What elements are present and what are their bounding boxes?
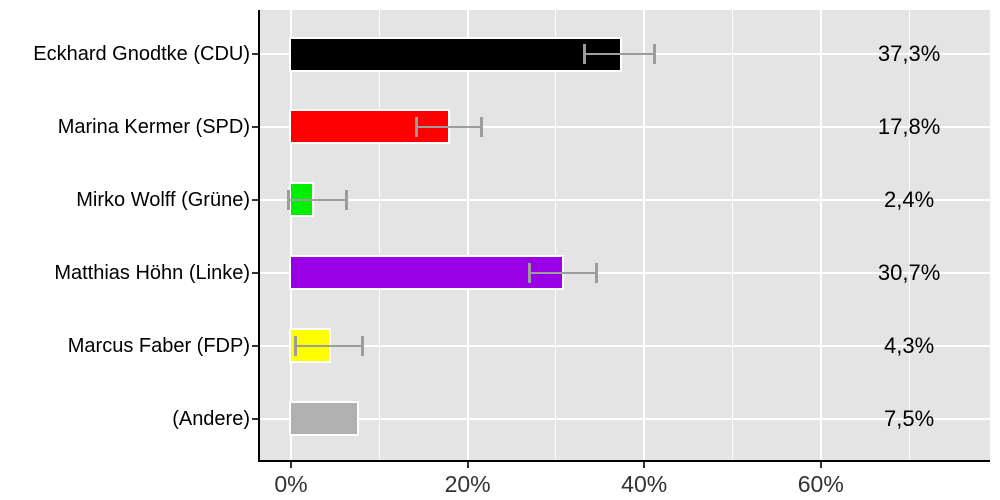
bar-1	[289, 36, 623, 72]
error-bar-cap-high	[360, 335, 364, 356]
category-label: Marcus Faber (FDP)	[67, 334, 250, 357]
gridline-major-horizontal	[260, 198, 990, 201]
x-axis-tick	[819, 462, 822, 468]
category-label: Eckhard Gnodtke (CDU)	[33, 43, 250, 65]
error-bar-line	[584, 53, 655, 55]
value-label: 37,3%	[877, 41, 941, 66]
x-tick-label: 60%	[797, 471, 844, 497]
category-label: Mirko Wolff (Grüne)	[76, 188, 250, 211]
x-axis-tick	[290, 462, 292, 468]
y-axis-tick	[252, 271, 258, 274]
x-axis-tick	[643, 462, 646, 468]
error-bar-cap-high	[479, 116, 483, 137]
error-bar-cap-low	[583, 44, 587, 64]
x-tick-label: 40%	[621, 471, 668, 497]
y-axis-tick	[252, 417, 258, 420]
gridline-major-vertical	[819, 10, 822, 460]
gridline-major-vertical	[466, 10, 469, 460]
error-bar-cap-low	[415, 116, 419, 137]
value-label: 17,8%	[877, 113, 941, 139]
bar-6	[289, 401, 360, 436]
gridline-minor-vertical	[732, 10, 733, 460]
y-axis-tick	[252, 125, 258, 128]
value-label: 30,7%	[877, 259, 941, 285]
error-bar-line	[416, 125, 482, 128]
gridline-minor-vertical	[378, 10, 380, 460]
category-label: Matthias Höhn (Linke)	[54, 261, 250, 284]
x-axis-tick	[466, 462, 469, 468]
error-bar-cap-low	[287, 189, 291, 210]
value-label: 7,5%	[884, 405, 935, 431]
y-axis-tick	[252, 344, 258, 347]
value-label: 4,3%	[884, 332, 935, 358]
y-axis-tick	[252, 198, 258, 201]
x-tick-label: 20%	[444, 471, 491, 497]
x-tick-label: 0%	[274, 471, 308, 497]
plot-panel: 37,3% 17,8% 2,4% 30,7% 4,3% 7,5%	[258, 10, 990, 462]
error-bar-line	[294, 344, 363, 347]
error-bar-cap-high	[344, 189, 348, 210]
gridline-minor-vertical	[555, 10, 557, 460]
gridline-major-horizontal	[260, 344, 990, 347]
gridline-major-horizontal	[260, 417, 990, 420]
error-bar-cap-low	[527, 262, 531, 283]
category-label: Marina Kermer (SPD)	[57, 115, 250, 138]
gridline-major-horizontal	[260, 125, 990, 128]
category-label: (Andere)	[172, 407, 250, 430]
value-label: 2,4%	[884, 186, 935, 212]
y-axis-tick	[252, 53, 258, 55]
error-bar-cap-high	[652, 44, 656, 64]
gridline-major-vertical	[290, 10, 292, 460]
error-bar-cap-high	[594, 262, 598, 283]
bar-4	[289, 255, 565, 291]
error-bar-cap-low	[293, 335, 297, 356]
gridline-minor-vertical	[908, 10, 910, 460]
error-bar-line	[288, 198, 347, 201]
gridline-major-horizontal	[260, 271, 990, 274]
gridline-major-vertical	[643, 10, 646, 460]
error-bar-line	[528, 271, 597, 274]
